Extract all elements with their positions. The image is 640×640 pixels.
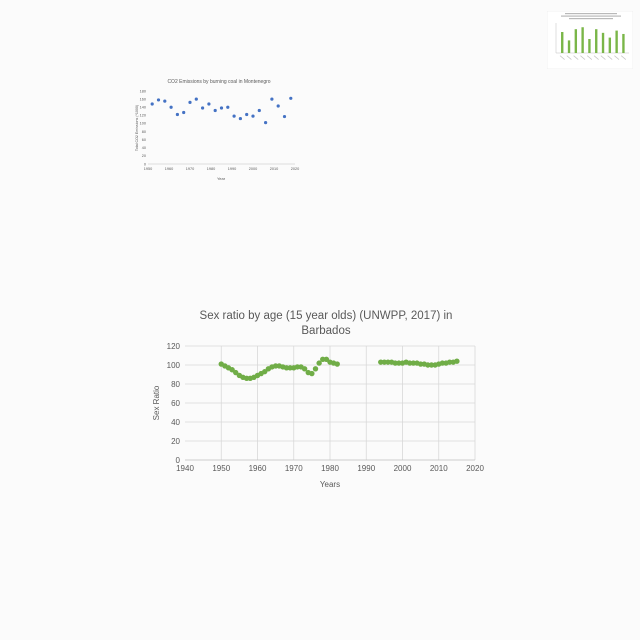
- thumb-x-tick-label: [620, 55, 627, 60]
- thumb-bar: [581, 27, 584, 53]
- coal-y-tick-label: 140: [140, 106, 146, 110]
- coal-y-tick-label: 60: [142, 138, 146, 142]
- thumb-x-tick-label: [559, 55, 565, 60]
- sex-x-tick-label: 2000: [394, 464, 412, 473]
- sex-data-point: [233, 369, 239, 376]
- coal-chart-title: CO2 Emissions by burning coal in Montene…: [167, 79, 270, 85]
- coal-y-tick-label: 40: [142, 146, 146, 150]
- coal-data-point: [264, 121, 268, 125]
- sex-x-tick-label: 1950: [212, 464, 230, 473]
- sex-y-tick-label: 40: [171, 418, 180, 427]
- coal-x-axis-label: Year: [217, 176, 226, 181]
- coal-y-tick-label: 180: [140, 89, 146, 93]
- coal-data-point: [188, 100, 192, 104]
- coal-data-point: [226, 105, 230, 109]
- coal-data-point: [232, 114, 236, 118]
- sex-chart-title-line2: Barbados: [301, 325, 350, 337]
- sex-y-tick-label: 120: [167, 342, 181, 351]
- thumb-x-tick-label: [573, 55, 579, 60]
- coal-data-point: [251, 114, 255, 118]
- sex-data-point: [454, 358, 460, 364]
- sex-chart-title-line1: Sex ratio by age (15 year olds) (UNWPP, …: [200, 310, 453, 322]
- coal-y-tick-label: 80: [142, 130, 146, 134]
- coal-x-tick-label: 1970: [186, 167, 194, 171]
- coal-data-point: [238, 116, 242, 121]
- coal-x-tick-label: 2010: [270, 167, 278, 171]
- coal-x-tick-label: 2000: [249, 167, 257, 171]
- coal-data-point: [169, 105, 173, 109]
- coal-x-tick-label: 1990: [228, 167, 236, 171]
- sex-y-tick-label: 20: [171, 437, 180, 446]
- coal-x-tick-label: 1950: [144, 167, 152, 171]
- coal-data-point: [289, 96, 293, 100]
- coal-data-point: [207, 102, 211, 106]
- sex-y-tick-label: 0: [176, 456, 181, 465]
- coal-data-point: [245, 112, 249, 117]
- coal-data-point: [219, 106, 224, 110]
- sex-data-point: [312, 366, 319, 372]
- thumb-bar: [615, 30, 618, 53]
- coal-data-point: [213, 108, 217, 113]
- coal-y-tick-label: 0: [144, 162, 146, 166]
- coal-x-tick-label: 2020: [291, 167, 299, 171]
- coal-x-tick-label: 1980: [207, 167, 215, 171]
- coal-data-point: [282, 114, 287, 119]
- coal-y-tick-label: 100: [140, 122, 146, 126]
- sex-data-point: [334, 361, 340, 367]
- coal-data-point: [175, 112, 179, 117]
- thumb-bar: [574, 29, 578, 53]
- coal-data-point: [163, 99, 167, 103]
- thumb-bar: [608, 37, 612, 53]
- coal-data-point: [156, 98, 161, 102]
- coal-y-tick-label: 20: [142, 154, 146, 158]
- coal-y-axis-label: Total CO2 Emissions (*1000): [135, 105, 139, 151]
- sex-y-axis-label: Sex Ratio: [152, 385, 161, 420]
- coal-data-point: [257, 108, 261, 113]
- thumbnail-bar-chart: [547, 11, 633, 69]
- sex-data-point: [323, 356, 330, 362]
- sex-x-tick-label: 2010: [430, 464, 448, 473]
- coal-y-tick-label: 120: [140, 114, 146, 118]
- thumbnail-title-lines: [561, 13, 621, 20]
- sex-data-point: [301, 366, 308, 372]
- thumb-x-tick-label: [600, 55, 606, 60]
- sex-x-tick-label: 1940: [176, 464, 194, 473]
- coal-data-point: [201, 106, 205, 110]
- coal-data-point: [194, 97, 198, 101]
- sex-data-point: [316, 360, 322, 366]
- coal-data-point: [276, 104, 280, 108]
- sex-x-tick-label: 2020: [466, 464, 484, 473]
- sex-y-tick-label: 80: [171, 380, 180, 389]
- sex-x-axis-label: Years: [320, 480, 340, 489]
- sex-data-point: [309, 370, 315, 377]
- co2-coal-chart: CO2 Emissions by burning coal in Montene…: [135, 79, 299, 181]
- thumb-x-tick-label: [593, 55, 599, 60]
- thumb-x-tick-label: [607, 55, 613, 60]
- sex-x-tick-label: 1970: [285, 464, 303, 473]
- coal-data-point: [182, 110, 186, 115]
- thumb-x-tick-label: [614, 55, 620, 60]
- coal-y-tick-label: 160: [140, 97, 146, 101]
- sex-y-tick-label: 60: [171, 399, 180, 408]
- thumb-bar: [561, 32, 564, 53]
- sex-x-tick-label: 1960: [249, 464, 267, 473]
- thumb-bar: [567, 40, 571, 53]
- sex-data-point: [229, 367, 235, 373]
- thumb-bar: [622, 33, 625, 53]
- sex-data-point: [262, 368, 268, 375]
- thumb-x-tick-label: [580, 55, 586, 60]
- sex-ratio-chart: Sex ratio by age (15 year olds) (UNWPP, …: [152, 310, 484, 489]
- thumb-x-tick-label: [566, 55, 572, 60]
- thumb-x-tick-label: [586, 55, 593, 60]
- thumb-bar: [601, 32, 605, 53]
- coal-data-point: [270, 97, 274, 101]
- sex-x-tick-label: 1990: [357, 464, 375, 473]
- thumb-bar: [595, 29, 598, 53]
- sex-y-tick-label: 100: [167, 361, 181, 370]
- sex-x-tick-label: 1980: [321, 464, 339, 473]
- thumb-bar: [588, 39, 591, 53]
- coal-x-tick-label: 1960: [165, 167, 173, 171]
- coal-data-point: [150, 102, 154, 106]
